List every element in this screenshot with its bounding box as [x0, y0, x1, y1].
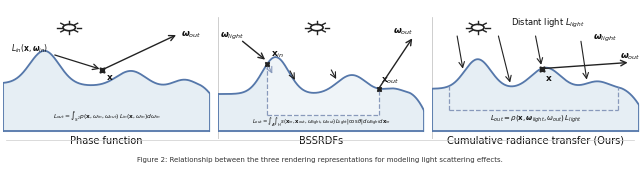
Text: $L_{in}(\mathbf{x}, \boldsymbol{\omega}_{in})$: $L_{in}(\mathbf{x}, \boldsymbol{\omega}_…: [12, 42, 49, 55]
Text: $\mathbf{x}_{in}$: $\mathbf{x}_{in}$: [271, 50, 285, 60]
Text: Figure 2: Relationship between the three rendering representations for modeling : Figure 2: Relationship between the three…: [137, 157, 503, 163]
Text: $\mathbf{x}$: $\mathbf{x}$: [545, 74, 552, 83]
Circle shape: [63, 24, 76, 31]
Text: $\boldsymbol{\omega}_{out}$: $\boldsymbol{\omega}_{out}$: [620, 52, 640, 62]
Text: $\boldsymbol{\omega}_{light}$: $\boldsymbol{\omega}_{light}$: [593, 32, 618, 44]
Circle shape: [472, 24, 484, 31]
Circle shape: [310, 24, 323, 31]
Text: $L_{out} = \rho(\mathbf{x}, \boldsymbol{\omega}_{light}, \omega_{out})\, L_{ligh: $L_{out} = \rho(\mathbf{x}, \boldsymbol{…: [490, 114, 581, 125]
Text: $\mathbf{x}$: $\mathbf{x}$: [106, 73, 114, 82]
Text: BSSRDFs: BSSRDFs: [299, 136, 343, 146]
Text: Distant light $L_{light}$: Distant light $L_{light}$: [511, 17, 585, 30]
Text: Cumulative radiance transfer (Ours): Cumulative radiance transfer (Ours): [447, 136, 624, 146]
Text: Phase function: Phase function: [70, 136, 143, 146]
Text: $\boldsymbol{\omega}_{out}$: $\boldsymbol{\omega}_{out}$: [180, 30, 201, 40]
Text: $\mathbf{x}_{out}$: $\mathbf{x}_{out}$: [381, 76, 399, 87]
Text: $\boldsymbol{\omega}_{light}$: $\boldsymbol{\omega}_{light}$: [220, 30, 244, 41]
Text: $L_{out} = \int_A \int_H s(\mathbf{x}_{in}, \mathbf{x}_{out}, \omega_{light}, \o: $L_{out} = \int_A \int_H s(\mathbf{x}_{i…: [252, 116, 390, 129]
Text: $L_{out} = \int_{S^2} p(\mathbf{x}, \omega_{in}, \omega_{out})\, L_{in}(\mathbf{: $L_{out} = \int_{S^2} p(\mathbf{x}, \ome…: [52, 110, 160, 124]
Text: $\boldsymbol{\omega}_{out}$: $\boldsymbol{\omega}_{out}$: [393, 27, 413, 37]
